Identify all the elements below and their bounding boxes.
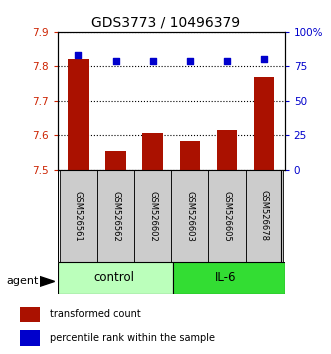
Bar [97,170,134,262]
Point [150,58,155,64]
Text: GSM526602: GSM526602 [148,190,157,241]
Bar [246,170,283,262]
Bar [60,170,97,262]
Bar [105,151,126,170]
Point [113,58,118,64]
Text: GSM526603: GSM526603 [185,190,194,241]
Bar [58,262,173,294]
Text: GSM526678: GSM526678 [260,190,269,241]
Text: percentile rank within the sample: percentile rank within the sample [50,333,214,343]
Bar [142,133,163,170]
Bar [20,307,40,322]
Point [187,58,193,64]
Text: transformed count: transformed count [50,309,140,320]
Bar [20,330,40,346]
Bar [254,77,274,170]
Bar [209,170,246,262]
Text: GSM526561: GSM526561 [74,190,83,241]
Text: GSM526562: GSM526562 [111,190,120,241]
Text: IL-6: IL-6 [214,272,236,284]
Point [76,52,81,58]
Bar [173,262,285,294]
Text: GDS3773 / 10496379: GDS3773 / 10496379 [91,16,240,30]
Point [261,57,267,62]
Bar [171,170,209,262]
Bar [217,130,237,170]
Text: GSM526605: GSM526605 [222,190,232,241]
Text: control: control [93,272,134,284]
Text: agent: agent [7,276,39,286]
Bar [68,59,89,170]
Bar [134,170,171,262]
Polygon shape [40,276,55,286]
Bar [180,141,200,170]
Point [224,58,230,64]
